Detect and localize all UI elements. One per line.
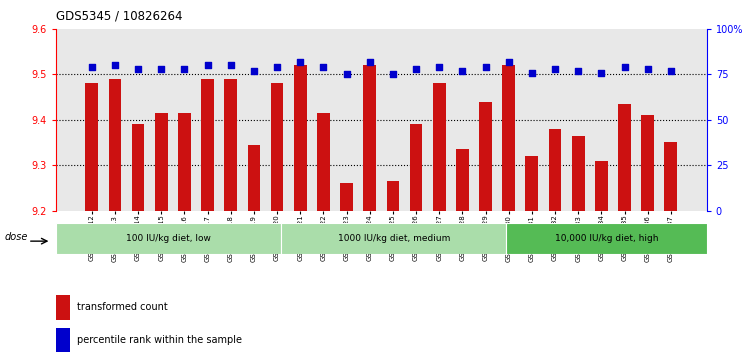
Point	[132, 66, 144, 72]
Point	[456, 68, 468, 74]
Bar	[664, 142, 677, 211]
Bar	[155, 113, 167, 211]
Bar	[340, 183, 353, 211]
Bar	[618, 104, 631, 211]
Point	[179, 66, 190, 72]
Bar	[109, 79, 121, 211]
Bar	[281, 223, 507, 254]
Bar	[456, 149, 469, 211]
Point	[364, 59, 376, 65]
Point	[271, 64, 283, 70]
Bar	[502, 65, 515, 211]
Text: 1000 IU/kg diet, medium: 1000 IU/kg diet, medium	[338, 234, 450, 243]
Bar	[271, 83, 283, 211]
Bar	[225, 79, 237, 211]
Bar	[248, 145, 260, 211]
Point	[225, 62, 237, 68]
Point	[572, 68, 584, 74]
Point	[341, 72, 353, 77]
Point	[295, 59, 307, 65]
Bar	[433, 83, 446, 211]
Point	[549, 66, 561, 72]
Point	[202, 62, 214, 68]
Point	[595, 70, 607, 76]
Point	[665, 68, 677, 74]
Point	[387, 72, 399, 77]
Bar	[410, 124, 423, 211]
Point	[480, 64, 492, 70]
Bar	[56, 223, 281, 254]
Bar	[479, 102, 492, 211]
Point	[503, 59, 515, 65]
Point	[155, 66, 167, 72]
Bar	[525, 156, 538, 211]
Text: GDS5345 / 10826264: GDS5345 / 10826264	[56, 9, 182, 22]
Point	[86, 64, 97, 70]
Text: dose: dose	[4, 232, 28, 242]
Bar	[178, 113, 190, 211]
Bar	[363, 65, 376, 211]
Bar	[641, 115, 654, 211]
Bar	[387, 181, 400, 211]
Text: transformed count: transformed count	[77, 302, 167, 313]
Bar	[572, 136, 585, 211]
Point	[410, 66, 422, 72]
Bar	[507, 223, 707, 254]
Point	[318, 64, 330, 70]
Bar	[595, 160, 608, 211]
Point	[642, 66, 654, 72]
Text: 10,000 IU/kg diet, high: 10,000 IU/kg diet, high	[555, 234, 658, 243]
Point	[618, 64, 630, 70]
Bar	[132, 124, 144, 211]
Bar	[56, 328, 70, 352]
Text: percentile rank within the sample: percentile rank within the sample	[77, 335, 242, 345]
Bar	[548, 129, 562, 211]
Text: 100 IU/kg diet, low: 100 IU/kg diet, low	[126, 234, 211, 243]
Bar	[294, 65, 307, 211]
Bar	[317, 113, 330, 211]
Point	[248, 68, 260, 74]
Bar	[86, 83, 98, 211]
Bar	[201, 79, 214, 211]
Point	[433, 64, 445, 70]
Bar	[56, 295, 70, 320]
Point	[109, 62, 121, 68]
Point	[526, 70, 538, 76]
